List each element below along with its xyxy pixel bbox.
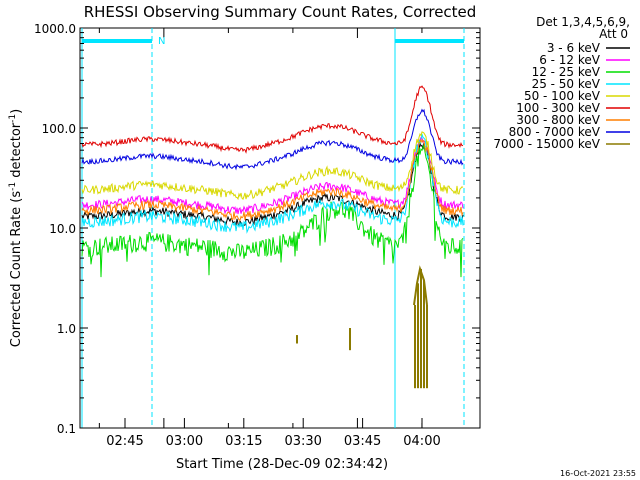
x-tick-label: 04:00 <box>403 434 440 449</box>
y-tick-label: 0.1 <box>57 422 76 436</box>
legend-label: 50 - 100 keV <box>524 89 601 103</box>
x-axis: 02:45 03:00 03:15 03:30 03:45 04:00 <box>98 28 441 449</box>
legend-header-1: Det 1,3,4,5,6,9, <box>536 15 630 29</box>
legend-label: 3 - 6 keV <box>547 41 601 55</box>
legend-label: 12 - 25 keV <box>532 65 601 79</box>
y-axis: 0.1 1.0 10.0 100.0 1000.0 <box>34 22 480 436</box>
legend-label: 100 - 300 keV <box>516 101 600 115</box>
y-tick-label: 10.0 <box>49 222 76 236</box>
series-line <box>81 108 464 171</box>
legend-label: 7000 - 15000 keV <box>493 137 600 151</box>
y-axis-label-sup1: -1 <box>8 182 18 191</box>
x-tick-label: 02:45 <box>106 434 143 449</box>
series-line <box>81 143 464 278</box>
footer-timestamp: 16-Oct-2021 23:55 <box>560 469 636 478</box>
y-tick-label: 1000.0 <box>34 22 76 36</box>
y-axis-label-mid: detector <box>9 122 24 182</box>
x-tick-label: 03:00 <box>166 434 203 449</box>
y-axis-label-end: ) <box>9 109 24 114</box>
series-line <box>81 85 464 154</box>
series-line <box>81 131 464 201</box>
legend-header-2: Att 0 <box>599 27 628 41</box>
y-axis-label-main: Corrected Count Rate (s <box>9 191 24 348</box>
x-axis-label: Start Time (28-Dec-09 02:34:42) <box>176 457 388 472</box>
x-tick-label: 03:45 <box>344 434 381 449</box>
orbit-markers <box>81 28 465 428</box>
y-axis-label-group: Corrected Count Rate (s-1 detector-1) <box>8 109 24 347</box>
legend-label: 800 - 7000 keV <box>509 125 601 139</box>
y-tick-label: 1.0 <box>57 322 76 336</box>
y-tick-label: 100.0 <box>42 122 76 136</box>
y-axis-label-sup2: -1 <box>8 114 18 123</box>
series-line-7000-15000-top <box>413 265 428 306</box>
plot-area: 0.1 1.0 10.0 100.0 1000.0 02:45 03:00 03:15 03:… <box>34 22 481 449</box>
legend-label: 6 - 12 keV <box>539 53 601 67</box>
y-axis-label: Corrected Count Rate (s-1 detector-1) <box>8 109 24 347</box>
x-tick-label: 03:15 <box>225 434 262 449</box>
series-line <box>81 138 464 221</box>
chart-title: RHESSI Observing Summary Count Rates, Co… <box>84 3 477 21</box>
legend-label: 25 - 50 keV <box>532 77 601 91</box>
x-tick-label: 03:30 <box>284 434 321 449</box>
annotation-n: N <box>158 36 165 47</box>
legend-label: 300 - 800 keV <box>516 113 600 127</box>
series-layer <box>81 85 464 389</box>
series-line <box>81 132 464 234</box>
